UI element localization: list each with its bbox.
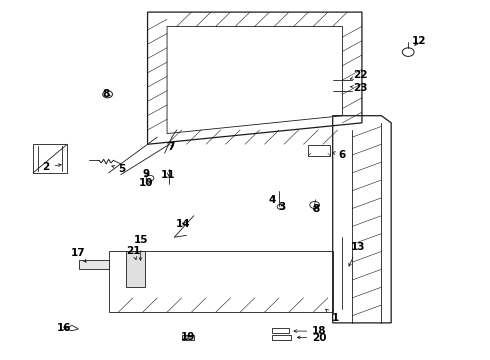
Text: 12: 12 <box>412 36 426 46</box>
Text: 8: 8 <box>312 203 319 213</box>
Text: 14: 14 <box>176 219 191 229</box>
Text: 5: 5 <box>112 164 126 174</box>
Text: 11: 11 <box>161 170 176 180</box>
Text: 22: 22 <box>350 70 368 80</box>
Text: 23: 23 <box>350 83 368 93</box>
Text: 21: 21 <box>126 246 140 260</box>
Text: 1: 1 <box>326 309 339 323</box>
Bar <box>308 145 330 156</box>
Text: 2: 2 <box>43 162 61 172</box>
Text: 4: 4 <box>269 195 276 204</box>
Text: 9: 9 <box>142 168 149 179</box>
Text: 3: 3 <box>278 202 285 212</box>
Text: 10: 10 <box>139 178 153 188</box>
Text: 19: 19 <box>180 332 195 342</box>
Text: 16: 16 <box>56 323 71 333</box>
Bar <box>125 251 145 287</box>
Text: 17: 17 <box>71 248 86 262</box>
Polygon shape <box>182 336 194 340</box>
Text: 8: 8 <box>102 89 110 99</box>
Text: 15: 15 <box>134 235 148 260</box>
Circle shape <box>146 175 154 181</box>
Text: 20: 20 <box>297 333 327 343</box>
Bar <box>33 144 67 173</box>
Bar <box>79 260 109 269</box>
Text: 18: 18 <box>294 326 327 336</box>
Text: 13: 13 <box>349 242 365 266</box>
Text: 7: 7 <box>167 142 174 152</box>
Text: 6: 6 <box>333 150 346 160</box>
